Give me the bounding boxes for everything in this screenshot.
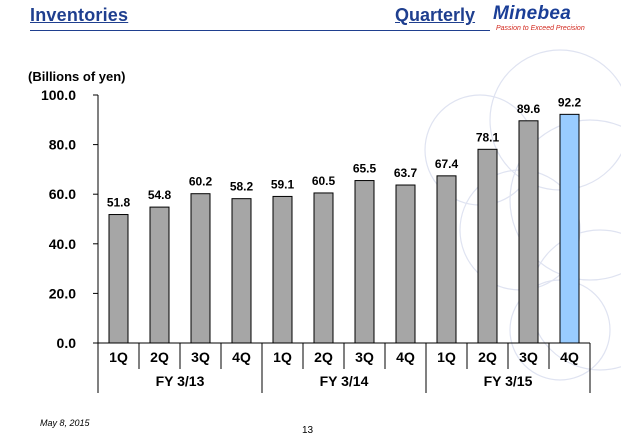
bar [149, 206, 170, 344]
y-tick-label: 100.0 [41, 87, 76, 103]
logo-tagline: Passion to Exceed Precision [496, 25, 585, 32]
group-label: FY 3/15 [484, 373, 533, 389]
y-tick-label: 80.0 [49, 137, 76, 153]
bar [231, 198, 252, 344]
data-label: 63.7 [394, 166, 418, 180]
data-label: 60.2 [189, 175, 213, 189]
y-axis-unit-label: (Billions of yen) [28, 69, 126, 84]
data-label: 51.8 [107, 196, 131, 210]
category-label: 3Q [191, 349, 210, 365]
category-label: 4Q [232, 349, 251, 365]
data-label: 78.1 [476, 130, 500, 144]
bar [395, 184, 416, 344]
logo-wordmark: Minebea [493, 3, 572, 24]
data-label: 60.5 [312, 174, 336, 188]
bar [190, 193, 211, 344]
category-label: 2Q [478, 349, 497, 365]
category-label: 1Q [273, 349, 292, 365]
bar [354, 180, 375, 344]
category-label: 3Q [519, 349, 538, 365]
category-label: 4Q [396, 349, 415, 365]
data-label: 65.5 [353, 162, 377, 176]
data-label: 89.6 [517, 102, 541, 116]
group-label: FY 3/13 [156, 373, 205, 389]
bar [518, 120, 539, 344]
y-tick-label: 60.0 [49, 186, 76, 202]
data-label: 58.2 [230, 180, 254, 194]
bar [272, 195, 293, 344]
category-label: 2Q [314, 349, 333, 365]
category-label: 2Q [150, 349, 169, 365]
bar [313, 192, 334, 344]
category-label: 1Q [437, 349, 456, 365]
data-label: 59.1 [271, 177, 295, 191]
category-label: 3Q [355, 349, 374, 365]
category-label: 4Q [560, 349, 579, 365]
page-title: Inventories [30, 5, 129, 25]
company-logo: Minebea Passion to Exceed Precision [493, 3, 613, 38]
y-tick-label: 0.0 [57, 335, 77, 351]
page-subtitle: Quarterly [395, 5, 476, 25]
group-label: FY 3/14 [320, 373, 369, 389]
category-label: 1Q [109, 349, 128, 365]
bar [559, 113, 580, 344]
y-tick-label: 20.0 [49, 285, 76, 301]
data-label: 54.8 [148, 188, 172, 202]
footer-date: May 8, 2015 [40, 418, 90, 428]
header-divider [30, 30, 490, 31]
page-number: 13 [302, 425, 314, 436]
y-tick-label: 40.0 [49, 236, 76, 252]
data-label: 92.2 [558, 95, 582, 109]
data-label: 67.4 [435, 157, 459, 171]
bar [477, 148, 498, 344]
bar [108, 214, 129, 344]
bar [436, 175, 457, 344]
